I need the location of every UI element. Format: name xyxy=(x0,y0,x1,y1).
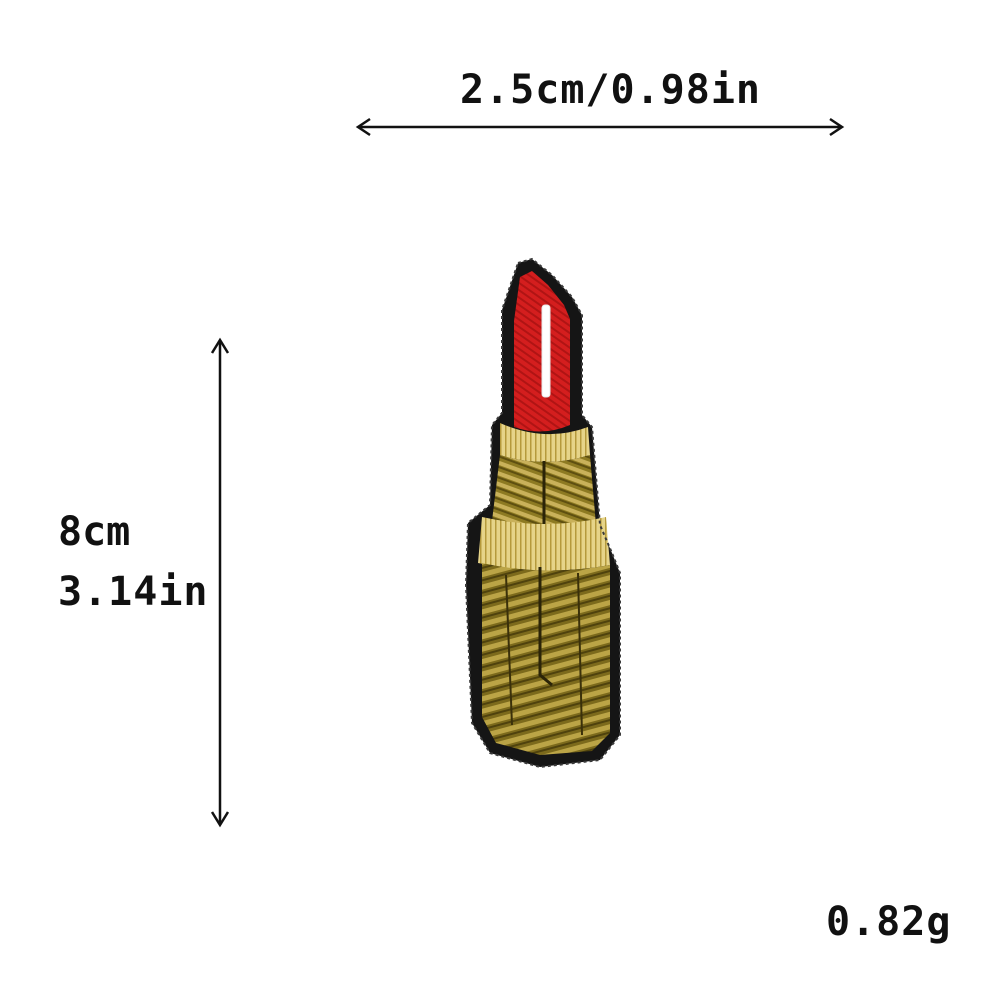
height-arrow-icon xyxy=(210,337,230,828)
weight-label: 0.82g xyxy=(826,899,952,945)
height-in-label: 3.14in xyxy=(58,569,209,615)
lipstick-patch-icon xyxy=(464,257,621,769)
height-cm-label: 8cm xyxy=(58,509,131,555)
width-label: 2.5cm/0.98in xyxy=(460,67,761,113)
width-arrow-icon xyxy=(355,117,845,137)
